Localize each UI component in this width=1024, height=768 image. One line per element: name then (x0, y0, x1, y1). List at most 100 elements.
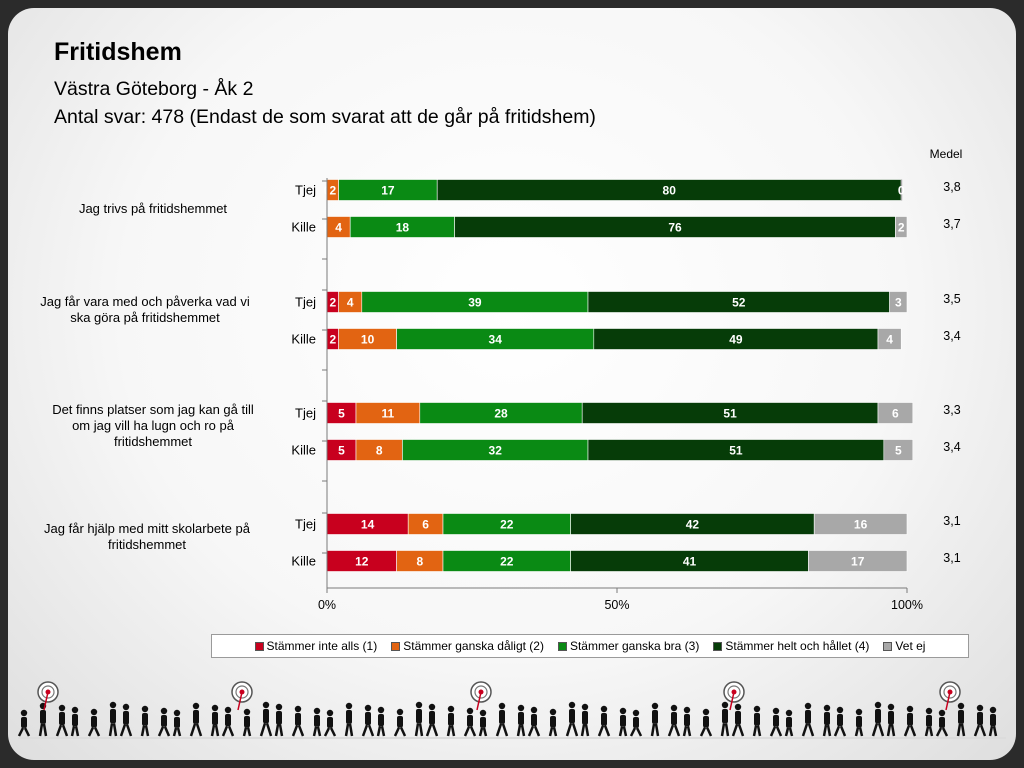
person-head (670, 704, 678, 712)
data-label: 8 (376, 444, 383, 458)
person-leg (414, 723, 420, 737)
category-label: Kille (291, 443, 316, 458)
person-leg (74, 725, 80, 737)
legend-label: Stämmer helt och hållet (4) (725, 639, 870, 653)
person-leg (839, 725, 847, 737)
person-head (632, 709, 640, 717)
person-leg (618, 726, 624, 737)
person-leg (973, 724, 981, 737)
person-body (499, 710, 505, 724)
person-body (225, 714, 231, 727)
person-head (173, 709, 181, 717)
person-head (855, 708, 863, 716)
person-leg (903, 725, 911, 737)
person-body (110, 709, 116, 724)
data-label: 14 (361, 518, 375, 532)
bar-segment (877, 328, 902, 350)
person-head (753, 705, 761, 713)
data-label: 2 (329, 333, 336, 347)
person-leg (125, 724, 133, 737)
category-label: Kille (291, 554, 316, 569)
person-body (123, 711, 129, 725)
person-body (569, 709, 575, 724)
person-head (326, 709, 334, 717)
legend-item: Stämmer ganska dåligt (2) (391, 639, 544, 653)
data-label: 52 (732, 296, 746, 310)
person-leg (941, 727, 949, 737)
person-leg (393, 726, 401, 737)
target-pointer (43, 691, 49, 711)
person-leg (431, 724, 439, 737)
person-leg (189, 723, 197, 737)
person-leg (924, 726, 930, 737)
person-head (20, 709, 28, 717)
person-body (824, 712, 830, 726)
person-head (262, 701, 270, 709)
data-label: 6 (422, 518, 429, 532)
person-body (448, 713, 454, 726)
person-body (722, 709, 728, 724)
person-leg (580, 724, 586, 737)
category-label: Tjej (295, 295, 316, 310)
person-leg (501, 723, 509, 737)
person-leg (807, 723, 815, 737)
person-body (314, 715, 320, 727)
person-head (479, 709, 487, 717)
person-head (804, 702, 812, 710)
data-label: 22 (500, 518, 514, 532)
person-head (345, 702, 353, 710)
data-label: 5 (895, 444, 902, 458)
question-label-1: Jag trivs på fritidshemmet (78, 201, 228, 216)
person-leg (571, 722, 579, 737)
person-leg (291, 725, 299, 737)
person-head (651, 702, 659, 710)
person-leg (909, 725, 917, 737)
person-body (142, 713, 148, 726)
person-leg (854, 727, 860, 737)
person-leg (93, 726, 101, 737)
person-body (703, 716, 709, 728)
person-body (805, 710, 811, 724)
target-pointer (729, 691, 735, 711)
legend-swatch (557, 641, 567, 651)
stacked-bar-chart: Medel0217800Tjej3,80418762Kille3,7243952… (291, 147, 962, 612)
mean-value: 3,4 (943, 329, 960, 343)
person-leg (87, 726, 95, 737)
data-label: 5 (338, 444, 345, 458)
person-body (72, 714, 78, 727)
person-head (721, 701, 729, 709)
chart-legend: Stämmer inte alls (1) Stämmer ganska dåli… (211, 634, 969, 658)
legend-swatch (254, 641, 264, 651)
person-leg (23, 727, 31, 737)
person-head (976, 704, 984, 712)
person-leg (552, 727, 558, 737)
mean-value: 3,8 (943, 180, 960, 194)
person-head (734, 703, 742, 711)
person-leg (737, 724, 745, 737)
legend-label: Stämmer ganska bra (3) (569, 639, 700, 653)
person-body (754, 713, 760, 726)
person-head (989, 706, 997, 714)
target-pointer (476, 691, 482, 711)
bar-segment (889, 291, 908, 313)
person-leg (61, 724, 69, 737)
legend-swatch (391, 641, 401, 651)
data-label: 0 (898, 184, 905, 198)
person-leg (629, 727, 637, 737)
person-body (397, 716, 403, 728)
person-leg (246, 727, 252, 737)
person-body (467, 715, 473, 727)
person-leg (956, 723, 962, 737)
person-head (772, 707, 780, 715)
data-label: 17 (851, 555, 865, 569)
person-head (58, 704, 66, 712)
person-head (122, 703, 130, 711)
data-label: 32 (489, 444, 503, 458)
person-leg (603, 725, 611, 737)
person-leg (312, 726, 318, 737)
person-leg (788, 727, 794, 737)
person-leg (682, 725, 688, 737)
person-head (415, 701, 423, 709)
person-body (531, 714, 537, 727)
category-label: Tjej (295, 517, 316, 532)
